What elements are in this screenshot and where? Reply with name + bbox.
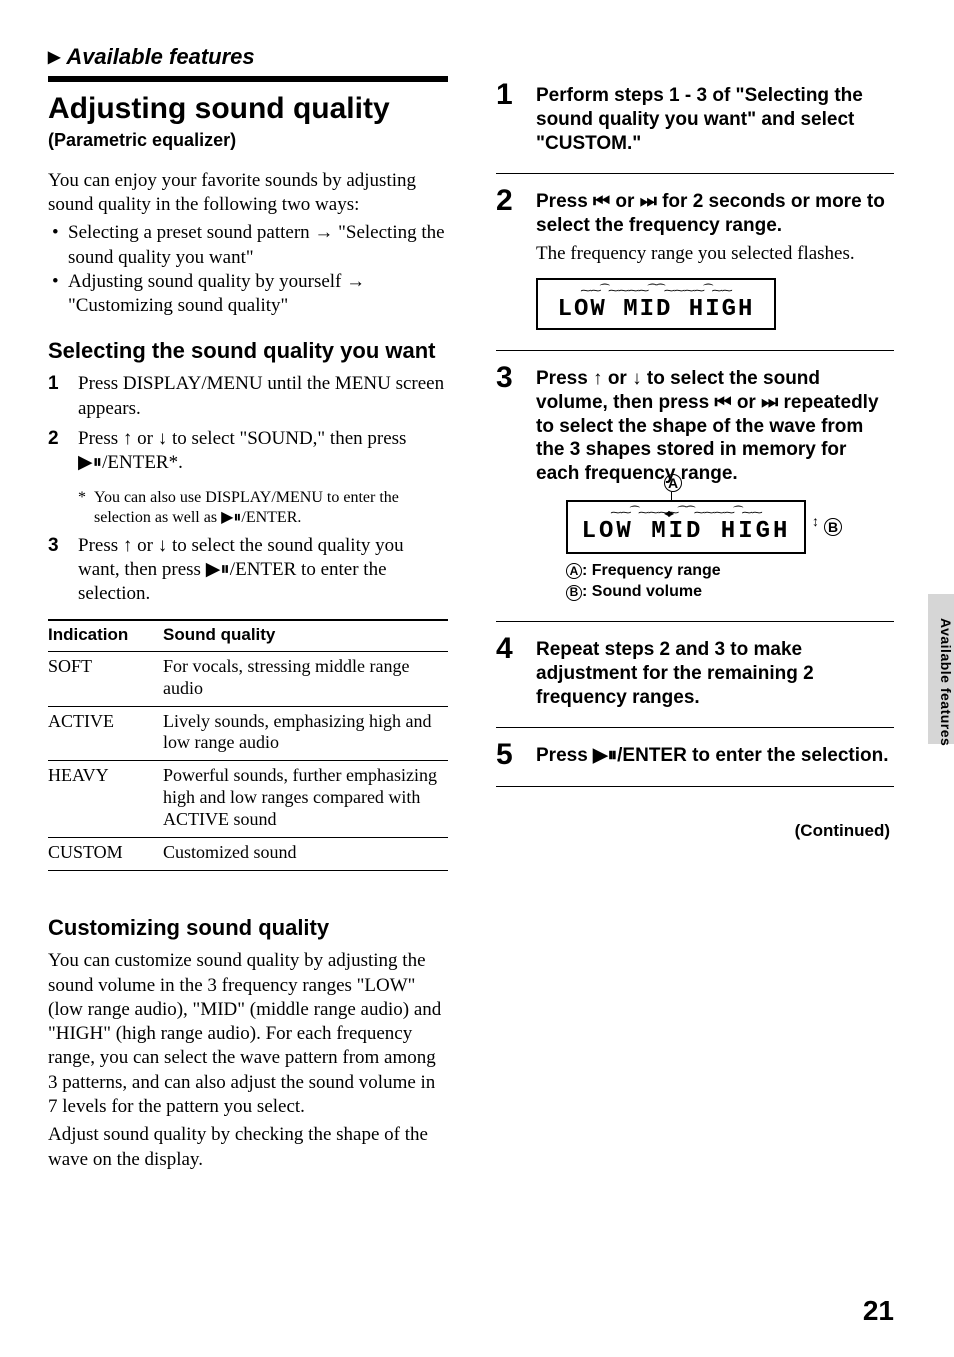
step-2-head: Press ⏮ or ⏭ for 2 seconds or more to se…: [536, 190, 894, 238]
breadcrumb: ▶ Available features: [48, 44, 894, 70]
cell: Powerful sounds, further emphasizing hig…: [163, 761, 448, 838]
cell: Customized sound: [163, 838, 448, 871]
arrow-lr-icon: [664, 505, 672, 519]
intro-text: You can enjoy your favorite sounds by ad…: [48, 169, 448, 218]
page: ▶ Available features Adjusting sound qua…: [0, 0, 954, 1357]
select-steps: 1Press DISPLAY/MENU until the MENU scree…: [48, 372, 448, 475]
callout-a-line: [671, 492, 672, 500]
step-2-body: The frequency range you selected flashes…: [536, 242, 894, 266]
custom-step-2: 2 Press ⏮ or ⏭ for 2 seconds or more to …: [496, 188, 894, 351]
legend-b-icon: B: [566, 585, 582, 601]
callout-b-icon: B: [824, 518, 842, 536]
footnote-text: You can also use DISPLAY/MENU to enter t…: [94, 489, 399, 526]
custom-para-2: Adjust sound quality by checking the sha…: [48, 1123, 448, 1172]
custom-step-4: 4 Repeat steps 2 and 3 to make adjustmen…: [496, 636, 894, 728]
custom-step-5: 5 Press ▶⏸/ENTER to enter the selection.: [496, 742, 894, 787]
table-row: CUSTOMCustomized sound: [48, 838, 448, 871]
select-step-1-text: Press DISPLAY/MENU until the MENU screen…: [78, 373, 444, 418]
cell: HEAVY: [48, 761, 163, 838]
cell: CUSTOM: [48, 838, 163, 871]
step-4-head: Repeat steps 2 and 3 to make adjustment …: [536, 638, 894, 709]
custom-step-3: 3 Press ↑ or ↓ to select the sound volum…: [496, 365, 894, 622]
right-column: 1 Perform steps 1 - 3 of "Selecting the …: [496, 76, 894, 1176]
lcd-display-2: ⁓⁓⁀⁓⁓⁓⁓⁀⁀⁓⁓⁓⁓⁀⁓⁓ LOW MID HIGH: [566, 500, 806, 554]
select-step-3: 3Press ↑ or ↓ to select the sound qualit…: [48, 534, 448, 607]
th-sound-quality: Sound quality: [163, 620, 448, 652]
page-number: 21: [863, 1295, 894, 1327]
sound-quality-table: Indication Sound quality SOFTFor vocals,…: [48, 619, 448, 872]
custom-body: You can customize sound quality by adjus…: [48, 949, 448, 1172]
step-3-head: Press ↑ or ↓ to select the sound volume,…: [536, 367, 894, 486]
table-row: HEAVYPowerful sounds, further emphasizin…: [48, 761, 448, 838]
content-columns: Adjusting sound quality (Parametric equa…: [48, 76, 894, 1176]
table-row: SOFTFor vocals, stressing middle range a…: [48, 651, 448, 706]
title-rule: [48, 76, 448, 82]
left-column: Adjusting sound quality (Parametric equa…: [48, 76, 448, 1176]
cell: For vocals, stressing middle range audio: [163, 651, 448, 706]
continued-label: (Continued): [496, 821, 890, 841]
cell: Lively sounds, emphasizing high and low …: [163, 706, 448, 761]
th-indication: Indication: [48, 620, 163, 652]
lcd-text: LOW MID HIGH: [558, 298, 755, 322]
custom-steps: 1 Perform steps 1 - 3 of "Selecting the …: [496, 82, 894, 787]
diagram-legend: A: Frequency range B: Sound volume: [566, 560, 894, 603]
callout-a-icon: A: [664, 474, 682, 492]
legend-b-text: : Sound volume: [582, 583, 702, 600]
breadcrumb-marker: ▶: [48, 47, 60, 67]
lcd-text: LOW MID HIGH: [582, 520, 791, 544]
intro-para: You can enjoy your favorite sounds by ad…: [48, 169, 448, 218]
bullet-2: Adjusting sound quality by yourself → "C…: [48, 270, 448, 319]
intro-bullets: Selecting a preset sound pattern → "Sele…: [48, 221, 448, 318]
table-row: ACTIVELively sounds, emphasizing high an…: [48, 706, 448, 761]
custom-step-1: 1 Perform steps 1 - 3 of "Selecting the …: [496, 82, 894, 174]
select-steps-cont: 3Press ↑ or ↓ to select the sound qualit…: [48, 534, 448, 607]
arrow-ud-icon: ↕: [812, 516, 819, 530]
legend-a-text: : Frequency range: [582, 562, 721, 579]
select-step-3-text: Press ↑ or ↓ to select the sound quality…: [78, 535, 404, 605]
select-footnote: *You can also use DISPLAY/MENU to enter …: [48, 488, 448, 528]
legend-a-icon: A: [566, 563, 582, 579]
step-5-head: Press ▶⏸/ENTER to enter the selection.: [536, 744, 894, 768]
section-selecting: Selecting the sound quality you want: [48, 338, 448, 364]
lcd-diagram: A ⁓⁓⁀⁓⁓⁓⁓⁀⁀⁓⁓⁓⁓⁀⁓⁓ LOW MID HIGH ↕ B: [566, 500, 866, 554]
step-1-head: Perform steps 1 - 3 of "Selecting the so…: [536, 84, 894, 155]
subtitle: (Parametric equalizer): [48, 130, 448, 151]
cell: ACTIVE: [48, 706, 163, 761]
lcd-display-1: ⁓⁓⁀⁓⁓⁓⁓⁀⁀⁓⁓⁓⁓⁀⁓⁓ LOW MID HIGH: [536, 278, 776, 330]
select-step-1: 1Press DISPLAY/MENU until the MENU scree…: [48, 372, 448, 421]
main-title: Adjusting sound quality: [48, 92, 448, 126]
custom-para-1: You can customize sound quality by adjus…: [48, 949, 448, 1119]
side-tab-label: Available features: [938, 618, 954, 746]
cell: SOFT: [48, 651, 163, 706]
select-step-2-text: Press ↑ or ↓ to select "SOUND," then pre…: [78, 428, 406, 473]
section-customizing: Customizing sound quality: [48, 915, 448, 941]
bullet-1: Selecting a preset sound pattern → "Sele…: [48, 221, 448, 270]
breadcrumb-text: Available features: [66, 44, 254, 70]
select-step-2: 2Press ↑ or ↓ to select "SOUND," then pr…: [48, 427, 448, 476]
